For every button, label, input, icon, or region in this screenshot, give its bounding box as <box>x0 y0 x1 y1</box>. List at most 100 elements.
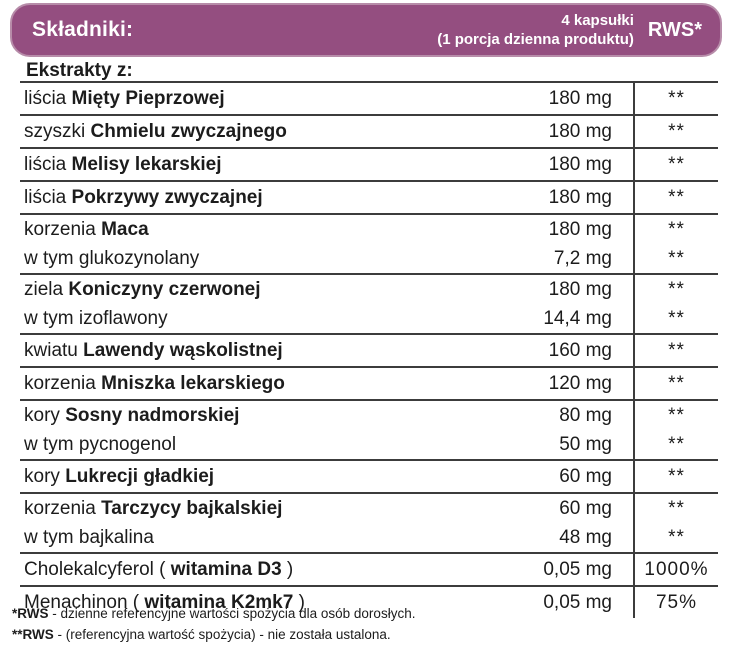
table-row: liścia Pokrzywy zwyczajnej 180 mg ** <box>20 182 718 215</box>
ingredient-rws: ** <box>668 88 685 109</box>
ingredient-rws: ** <box>668 219 685 240</box>
table-row: kory Sosny nadmorskiej w tym pycnogenol 80… <box>20 401 718 461</box>
ingredient-rws: ** <box>668 121 685 142</box>
ingredient-rws: ** <box>668 248 685 269</box>
ingredient-amount-cell: 180 mg <box>511 116 633 147</box>
ingredient-name-cell: szyszki Chmielu zwyczajnego <box>20 116 511 147</box>
footnote-text: - dzienne referencyjne wartości spożycia… <box>48 606 416 621</box>
ingredient-name-bold: Lukrecji gładkiej <box>65 466 215 487</box>
ingredient-name-cell: liścia Melisy lekarskiej <box>20 149 511 180</box>
ingredient-amount: 50 mg <box>559 434 612 455</box>
section-label: Ekstrakty z: <box>20 58 718 83</box>
ingredient-name-text: ) <box>281 559 294 580</box>
ingredient-name: w tym bajkalina <box>24 523 511 552</box>
ingredient-amount: 0,05 mg <box>543 559 612 580</box>
table-row: Cholekalcyferol ( witamina D3 ) 0,05 mg 10… <box>20 554 718 587</box>
ingredient-amount-cell: 180 mg 14,4 mg <box>511 275 633 333</box>
ingredient-amount: 180 mg <box>548 121 612 142</box>
ingredient-name-text: kory <box>24 405 66 426</box>
ingredient-amount-cell: 180 mg <box>511 149 633 180</box>
serving-size: 4 kapsułki (1 porcja dzienna produktu) <box>437 11 634 49</box>
table-row: Menachinon ( witamina K2mk7 ) 0,05 mg 75% <box>20 587 718 618</box>
table-row: korzenia Maca w tym glukozynolany 180 mg 7,… <box>20 215 718 275</box>
ingredient-name-cell: korzenia Maca w tym glukozynolany <box>20 215 511 273</box>
ingredient-name-bold: Chmielu zwyczajnego <box>90 121 287 142</box>
ingredient-rws-cell: ** ** <box>633 494 718 552</box>
ingredient-name: kory Sosny nadmorskiej <box>24 401 511 430</box>
ingredient-name-cell: kory Sosny nadmorskiej w tym pycnogenol <box>20 401 511 459</box>
ingredient-rws-cell: 1000% <box>633 554 718 585</box>
ingredient-name-text: liścia <box>24 88 72 109</box>
table-row: kwiatu Lawendy wąskolistnej 160 mg ** <box>20 335 718 368</box>
ingredient-name-text: w tym glukozynolany <box>24 248 200 269</box>
ingredient-name-cell: liścia Pokrzywy zwyczajnej <box>20 182 511 213</box>
ingredient-rws-cell: ** <box>633 116 718 147</box>
ingredient-rws-cell: ** <box>633 83 718 114</box>
ingredient-name-text: kwiatu <box>24 340 84 361</box>
ingredient-name-text: Cholekalcyferol ( <box>24 559 171 580</box>
ingredient-name-text: liścia <box>24 154 72 175</box>
ingredient-amount: 180 mg <box>548 279 612 300</box>
table-rows: liścia Mięty Pieprzowej 180 mg ** szyszki C… <box>20 83 718 618</box>
footnote: **RWS - (referencyjna wartość spożycia) … <box>12 624 415 645</box>
ingredient-amount-cell: 60 mg <box>511 461 633 492</box>
ingredient-name-text: korzenia <box>24 498 102 519</box>
ingredient-rws-cell: 75% <box>633 587 718 618</box>
ingredient-name: w tym glukozynolany <box>24 244 511 273</box>
ingredient-rws: ** <box>668 527 685 548</box>
ingredient-amount: 0,05 mg <box>543 592 612 613</box>
ingredient-name-cell: kwiatu Lawendy wąskolistnej <box>20 335 511 366</box>
ingredient-rws: ** <box>668 340 685 361</box>
ingredient-amount: 180 mg <box>548 154 612 175</box>
ingredients-table: Ekstrakty z: liścia Mięty Pieprzowej 180 … <box>20 58 718 618</box>
ingredient-name-bold: Mięty Pieprzowej <box>71 88 225 109</box>
ingredient-name: kory Lukrecji gładkiej <box>24 461 511 492</box>
ingredient-name-cell: Cholekalcyferol ( witamina D3 ) <box>20 554 511 585</box>
ingredient-name-cell: korzenia Mniszka lekarskiego <box>20 368 511 399</box>
table-row: ziela Koniczyny czerwonej w tym izoflawon… <box>20 275 718 335</box>
ingredient-name-cell: ziela Koniczyny czerwonej w tym izoflawon… <box>20 275 511 333</box>
ingredient-name-bold: Pokrzywy zwyczajnej <box>71 187 263 208</box>
ingredient-name: liścia Pokrzywy zwyczajnej <box>24 182 511 213</box>
ingredient-name: szyszki Chmielu zwyczajnego <box>24 116 511 147</box>
table-row: liścia Mięty Pieprzowej 180 mg ** <box>20 83 718 116</box>
ingredient-name-bold: Mniszka lekarskiego <box>101 373 285 394</box>
ingredient-rws: 75% <box>655 592 698 613</box>
ingredient-rws-cell: ** <box>633 368 718 399</box>
ingredient-name-text: w tym izoflawony <box>24 308 168 329</box>
ingredient-amount: 180 mg <box>548 187 612 208</box>
ingredient-name-cell: Menachinon ( witamina K2mk7 ) <box>20 587 511 618</box>
ingredient-amount: 14,4 mg <box>543 308 612 329</box>
ingredient-rws-cell: ** <box>633 149 718 180</box>
ingredient-amount-cell: 80 mg 50 mg <box>511 401 633 459</box>
ingredient-amount: 60 mg <box>559 498 612 519</box>
ingredient-name-bold: witamina D3 <box>170 559 282 580</box>
ingredient-name-text: Menachinon ( <box>24 592 145 613</box>
ingredient-amount: 160 mg <box>548 340 612 361</box>
ingredient-amount: 120 mg <box>548 373 612 394</box>
ingredient-rws: ** <box>668 373 685 394</box>
footnote-marker: **RWS <box>12 627 54 642</box>
serving-line-2: (1 porcja dzienna produktu) <box>437 31 634 48</box>
ingredient-name: korzenia Mniszka lekarskiego <box>24 368 511 399</box>
ingredient-amount-cell: 180 mg <box>511 83 633 114</box>
ingredient-amount-cell: 0,05 mg <box>511 587 633 618</box>
ingredient-name-text: korzenia <box>24 219 102 240</box>
header-title: Składniki: <box>32 18 134 41</box>
ingredient-name-text: w tym pycnogenol <box>24 434 177 455</box>
ingredient-name-text: kory <box>24 466 66 487</box>
ingredient-amount-cell: 180 mg 7,2 mg <box>511 215 633 273</box>
ingredient-rws: ** <box>668 434 685 455</box>
ingredient-name-cell: kory Lukrecji gładkiej <box>20 461 511 492</box>
ingredient-amount: 180 mg <box>548 88 612 109</box>
ingredient-name-bold: Tarczycy bajkalskiej <box>101 498 283 519</box>
ingredient-name: Cholekalcyferol ( witamina D3 ) <box>24 554 511 585</box>
ingredient-amount-cell: 120 mg <box>511 368 633 399</box>
ingredient-name: w tym pycnogenol <box>24 430 511 459</box>
ingredient-rws-cell: ** <box>633 335 718 366</box>
ingredients-header: Składniki: 4 kapsułki (1 porcja dzienna … <box>10 3 722 57</box>
table-row: korzenia Tarczycy bajkalskiej w tym bajka… <box>20 494 718 554</box>
ingredient-name: liścia Melisy lekarskiej <box>24 149 511 180</box>
ingredient-rws: ** <box>668 466 685 487</box>
